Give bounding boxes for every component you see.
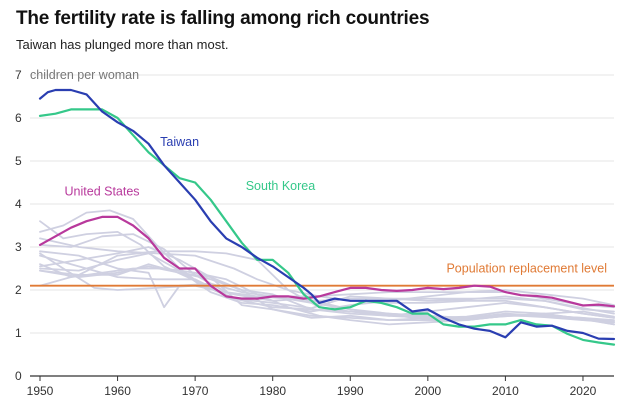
y-tick-label: 0	[15, 369, 22, 383]
replacement-level: Population replacement level	[30, 262, 614, 287]
x-axis-ticks: 1950 1960 1970 1980 1990 2000 2010 2020	[27, 376, 597, 398]
series-label-united-states: United States	[65, 184, 140, 198]
series-label-south-korea: South Korea	[246, 179, 316, 193]
y-tick-label: 5	[15, 154, 22, 168]
chart-title: The fertility rate is falling among rich…	[16, 8, 430, 29]
x-tick-label: 2020	[570, 384, 597, 398]
other-country-line-2	[39, 209, 615, 313]
y-tick-label: 4	[15, 197, 22, 211]
series-labels: Taiwan South Korea United States	[65, 135, 316, 198]
x-tick-label: 2010	[492, 384, 519, 398]
series-line-united-states	[38, 215, 616, 308]
y-tick-label: 2	[15, 283, 22, 297]
y-tick-label: 6	[15, 111, 22, 125]
y-tick-label: 3	[15, 240, 22, 254]
y-axis-unit-label: children per woman	[30, 68, 139, 82]
other-country-line-12	[39, 254, 615, 321]
gridlines	[30, 74, 614, 377]
x-tick-label: 1970	[182, 384, 209, 398]
other-country-line-4	[39, 252, 615, 313]
series-line-south-korea	[38, 108, 616, 346]
x-tick-label: 1990	[337, 384, 364, 398]
x-tick-label: 1980	[259, 384, 286, 398]
x-tick-label: 1960	[104, 384, 131, 398]
replacement-level-label: Population replacement level	[446, 262, 607, 276]
chart-subtitle: Taiwan has plunged more than most.	[16, 37, 229, 52]
other-country-line-9	[39, 250, 615, 326]
x-tick-label: 2000	[414, 384, 441, 398]
y-tick-label: 7	[15, 68, 22, 82]
y-axis-ticks: 0 1 2 3 4 5 6 7 children per woman	[15, 68, 139, 383]
y-tick-label: 1	[15, 326, 22, 340]
x-tick-label: 1950	[27, 384, 54, 398]
highlighted-series	[38, 88, 616, 346]
series-line-taiwan	[38, 88, 616, 341]
series-label-taiwan: Taiwan	[160, 135, 199, 149]
